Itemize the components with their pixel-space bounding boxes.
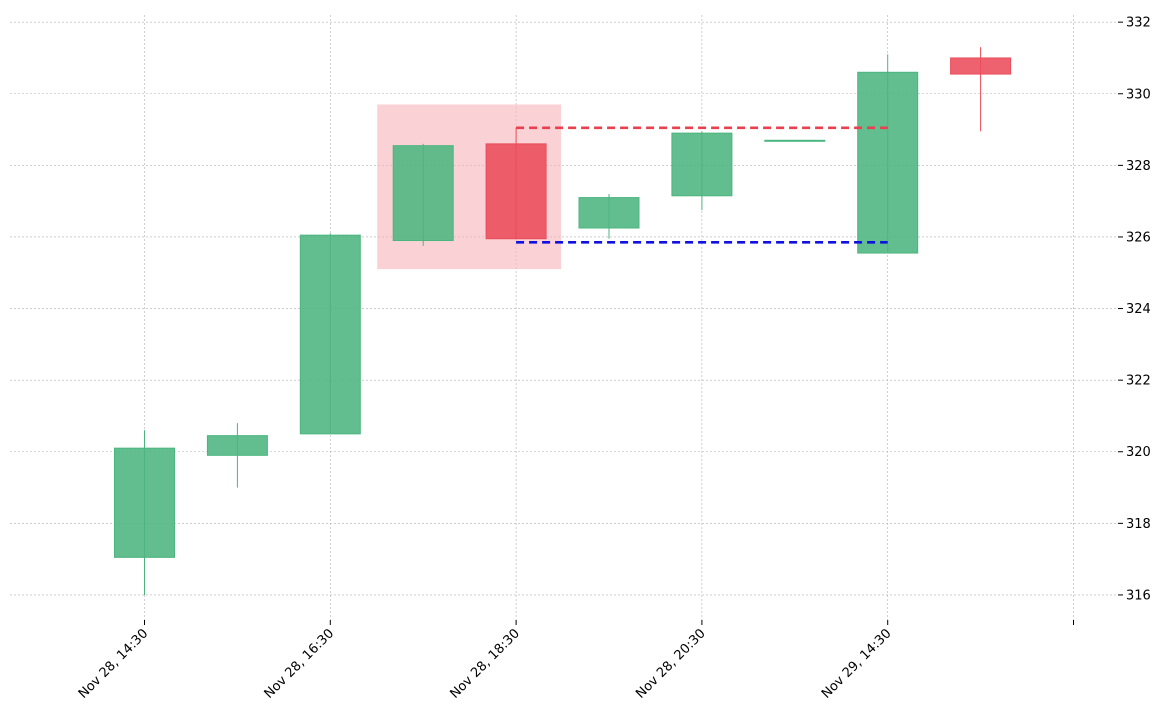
candle: [764, 139, 826, 142]
candle-body: [299, 234, 361, 435]
candle-body: [857, 71, 919, 254]
candle-body: [392, 145, 454, 242]
candle-body: [206, 435, 268, 456]
candle-body: [950, 57, 1012, 75]
y-tick-label: 322: [1126, 374, 1151, 389]
y-tick-label: 328: [1126, 159, 1151, 174]
candle: [114, 430, 175, 595]
y-tick-label: 330: [1126, 87, 1151, 102]
y-tick-label: 324: [1126, 302, 1151, 317]
level-lines-layer: [516, 126, 888, 244]
y-tick-label: 316: [1126, 588, 1151, 603]
x-axis: Nov 28, 14:30 Nov 28, 16:30 Nov 28, 18:30 N…: [76, 620, 1074, 702]
x-tick-label: Nov 28, 16:30: [262, 626, 338, 702]
candle-body: [764, 139, 826, 142]
x-tick-label: Nov 28, 20:30: [633, 626, 709, 702]
y-tick-label: 326: [1126, 230, 1151, 245]
grid-lines: [10, 15, 1118, 620]
y-tick-label: 318: [1126, 517, 1151, 532]
y-axis: 316 318 320 322 324 326 328 330 332: [1118, 16, 1151, 603]
candle: [392, 143, 454, 246]
candle-body: [671, 132, 733, 197]
x-tick-label: Nov 28, 14:30: [76, 626, 152, 702]
candle-body: [114, 447, 175, 558]
candle-body: [578, 197, 640, 229]
y-tick-label: 332: [1126, 16, 1151, 31]
candle-body: [485, 143, 547, 240]
candle: [857, 54, 919, 254]
candles-layer: [114, 47, 1012, 595]
candle: [950, 47, 1012, 132]
candle: [485, 127, 547, 240]
x-tick-label: Nov 28, 18:30: [447, 626, 523, 702]
candle: [578, 193, 640, 239]
candle: [206, 423, 268, 488]
candle: [299, 233, 361, 435]
y-tick-label: 320: [1126, 445, 1151, 460]
candle: [671, 131, 733, 211]
x-tick-label: Nov 29, 14:30: [819, 626, 895, 702]
